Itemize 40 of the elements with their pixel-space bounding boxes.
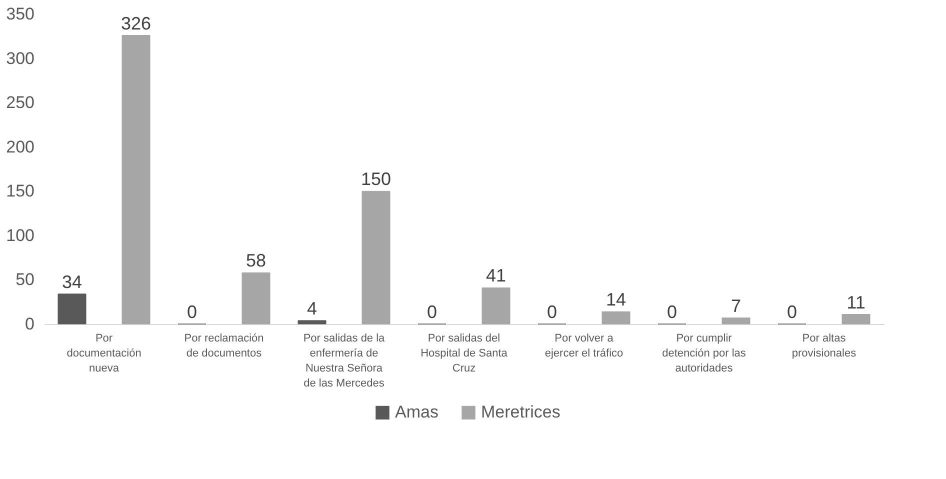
data-label: 0 (786, 302, 798, 322)
legend-label: Meretrices (481, 402, 560, 422)
bar (242, 272, 270, 324)
x-tick-label: Por cumplir detención por las autoridades (662, 332, 746, 374)
data-label: 4 (306, 298, 318, 318)
data-label: 11 (846, 292, 866, 312)
x-tick-label: Por salidas de la enfermería de Nuestra Señora de las Mercedes (303, 332, 386, 390)
bar (602, 311, 630, 324)
y-tick-label: 350 (6, 4, 34, 24)
bar (842, 314, 870, 324)
data-label: 34 (62, 272, 82, 292)
data-label: 0 (546, 302, 558, 322)
x-tick-label: Por documentación nueva (66, 332, 142, 374)
bar (58, 294, 86, 324)
data-label: 0 (426, 302, 438, 322)
bar (122, 35, 150, 324)
bar (722, 318, 750, 324)
bar (482, 287, 510, 324)
data-label: 150 (360, 169, 392, 190)
y-tick-label: 200 (6, 137, 34, 156)
y-tick-label: 0 (25, 314, 34, 334)
bar (362, 190, 390, 324)
y-tick-label: 150 (6, 182, 34, 201)
x-tick-label: Por reclamación de documentos (184, 332, 264, 360)
data-label: 7 (730, 296, 742, 316)
x-tick-label: Por altas provisionales (792, 332, 857, 360)
data-label: 41 (486, 266, 506, 286)
data-label: 58 (246, 250, 266, 271)
y-tick-label: 250 (6, 93, 34, 112)
y-tick-label: 100 (6, 226, 34, 245)
bar (298, 320, 326, 324)
data-label: 0 (666, 302, 678, 322)
x-tick-label: Por volver a ejercer el tráfico (544, 332, 624, 360)
data-label: 0 (186, 302, 198, 322)
y-tick-label: 50 (16, 270, 34, 290)
data-label: 326 (120, 13, 152, 34)
y-tick-label: 300 (6, 48, 34, 68)
data-label: 14 (606, 290, 626, 310)
x-tick-label: Por salidas del Hospital de Santa Cruz (420, 332, 508, 374)
legend-label: Amas (395, 402, 438, 422)
